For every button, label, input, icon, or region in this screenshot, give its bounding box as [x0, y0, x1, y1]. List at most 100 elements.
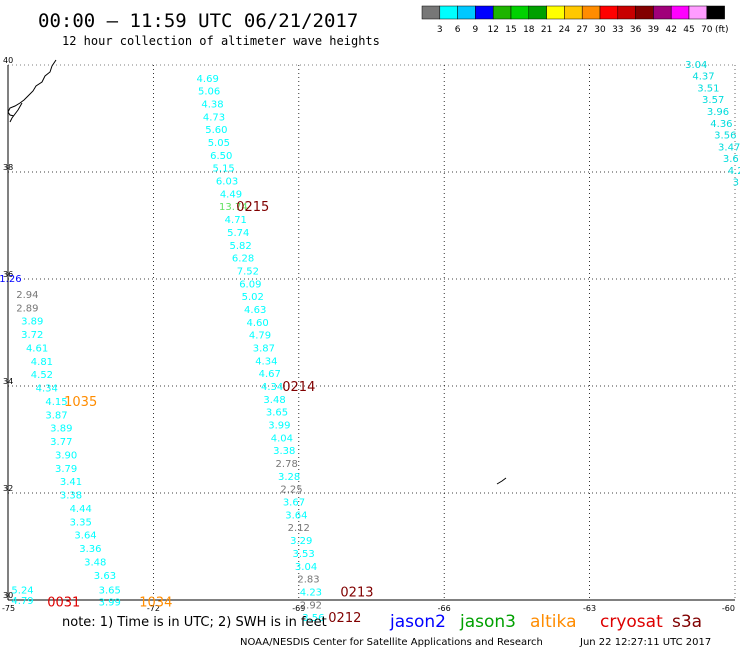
- colorbar-swatch: [457, 5, 476, 20]
- wave-height-value: 3.35: [70, 517, 92, 528]
- wave-height-value: 5.05: [208, 138, 230, 149]
- wave-height-value: 5.60: [205, 125, 227, 136]
- timestamp-text: Jun 22 12:27:11 UTC 2017: [579, 637, 711, 648]
- wave-height-value: 4.61: [26, 343, 48, 354]
- coastline: [7, 59, 507, 485]
- wave-height-value: 4.81: [31, 357, 53, 368]
- wave-height-value: 4.36: [710, 119, 732, 130]
- longitude-tick-label: -66: [438, 604, 451, 613]
- wave-height-value: 4.79: [11, 596, 33, 607]
- wave-height-value: 4.73: [203, 112, 225, 123]
- wave-height-value: 5.82: [230, 241, 252, 252]
- longitude-tick-label: -60: [722, 604, 735, 613]
- colorbar-label: 18: [523, 25, 535, 35]
- colorbar-label: 21: [541, 25, 552, 35]
- jason2-west-track: 5.244.79 3.65 3.99 3.63 3.48 3.36 3.64 3.35 4.44…: [11, 317, 121, 609]
- wave-height-value: 2.89: [16, 303, 38, 314]
- wave-height-value: 3.89: [50, 424, 72, 435]
- wave-height-value: 4.04: [271, 433, 293, 444]
- wave-height-value: 3.61: [723, 154, 740, 165]
- latitude-tick-label: 38: [3, 163, 13, 172]
- map-grid: [7, 64, 736, 601]
- colorbar-label: 24: [559, 25, 571, 35]
- wave-height-value: 5.24: [11, 585, 33, 596]
- satellite-legend: jason2 jason3 altika cryosat s3a: [389, 612, 702, 632]
- wave-height-value: 3.88: [733, 178, 740, 189]
- wave-height-value: 2.92: [300, 600, 322, 611]
- wave-height-value: 3.38: [60, 491, 82, 502]
- wave-height-value: 4.52: [31, 370, 53, 381]
- latitude-tick-label: 32: [3, 484, 13, 493]
- wave-height-value: 3.63: [94, 571, 116, 582]
- wave-height-value: 3.96: [707, 107, 729, 118]
- wave-height-value: 2.78: [276, 459, 298, 470]
- wave-height-value: 3.64: [74, 531, 96, 542]
- wave-height-value: 3.65: [266, 408, 288, 419]
- wave-height-value: 3.65: [99, 585, 121, 596]
- colorbar-swatch: [439, 5, 458, 20]
- wave-height-value: 3.67: [283, 498, 305, 509]
- wave-height-value: 3.57: [702, 95, 724, 106]
- satellite-legend-jason3: jason3: [459, 612, 516, 632]
- us-coastline: [7, 59, 57, 123]
- wave-height-value: 5.02: [242, 292, 264, 303]
- legend-note: note: 1) Time is in UTC; 2) SWH is in fe…: [62, 615, 327, 630]
- wave-height-value: 3.41: [60, 477, 82, 488]
- colorbar-label: 42: [665, 25, 676, 35]
- colorbar-swatch: [688, 5, 708, 20]
- colorbar: 3 6 9 12 15 18 21 24 27 30 33 36 39 42 45 70: [421, 5, 725, 35]
- wave-height-value: 3.99: [99, 598, 121, 609]
- wave-height-value: 4.67: [259, 369, 281, 380]
- colorbar-label: 30: [594, 25, 606, 35]
- satellite-legend-s3a: s3a: [672, 612, 702, 632]
- wave-height-value: 3.77: [50, 437, 72, 448]
- wave-height-value: 4.71: [225, 215, 247, 226]
- wave-height-value: 4.79: [249, 331, 271, 342]
- wave-height-value: 4.38: [201, 100, 223, 111]
- colorbar-swatch: [564, 5, 583, 20]
- wave-height-value: 3.99: [268, 421, 290, 432]
- wave-height-value: 3.87: [253, 343, 275, 354]
- wave-height-value: 4.23: [300, 587, 322, 598]
- center-track-green: 13.74: [219, 202, 248, 213]
- wave-height-value: 3.87: [45, 410, 67, 421]
- wave-height-value: 3.51: [697, 83, 719, 94]
- wave-height-value: 3.04: [685, 60, 707, 71]
- wave-height-value: 5.15: [213, 164, 235, 175]
- wave-height-value: 2.83: [297, 575, 319, 586]
- colorbar-label: 36: [630, 25, 642, 35]
- wave-height-value: 3.56: [714, 131, 736, 142]
- colorbar-label: 12: [487, 25, 498, 35]
- wave-height-value: 3.38: [273, 446, 295, 457]
- colorbar-label: 6: [455, 25, 461, 35]
- wave-height-value: 3.53: [293, 549, 315, 560]
- colorbar-label: 3: [437, 25, 443, 35]
- wave-height-value: 6.09: [239, 279, 261, 290]
- colorbar-swatch: [421, 5, 441, 20]
- center-track: 4.69 5.06 4.384.73 5.60 5.05 6.50 5.15 6.034.49…: [197, 74, 325, 624]
- latitude-tick-label: 36: [3, 270, 13, 279]
- wave-height-value: 4.15: [45, 397, 67, 408]
- wave-height-value: 6.50: [210, 151, 232, 162]
- wave-height-value: 3.48: [263, 395, 285, 406]
- colorbar-swatch: [581, 5, 601, 20]
- wave-height-value: 4.34: [36, 384, 58, 395]
- longitude-tick-label: -63: [583, 604, 596, 613]
- colorbar-label: 15: [505, 25, 516, 35]
- map-subtitle: 12 hour collection of altimeter wave hei…: [62, 34, 380, 48]
- wave-height-value: 3.29: [290, 536, 312, 547]
- wave-height-value: 2.94: [16, 290, 38, 301]
- wave-height-value: 4.60: [246, 318, 268, 329]
- colorbar-unit: (ft): [715, 25, 729, 35]
- satellite-legend-cryosat: cryosat: [600, 612, 663, 632]
- longitude-tick-label: -72: [147, 604, 160, 613]
- wave-height-value: 1.26: [0, 274, 22, 285]
- center-track-gray: 2.78 2.25 2.12 2.83 2.92: [276, 459, 322, 611]
- pass-time-label: 0212: [328, 611, 361, 626]
- colorbar-swatch: [492, 5, 512, 20]
- wave-height-value: 3.47: [718, 142, 740, 153]
- wave-height-value: 4.29: [728, 166, 740, 177]
- pass-time-label: 1034: [139, 596, 172, 611]
- colorbar-swatch: [617, 5, 636, 20]
- wave-height-value: 3.64: [285, 510, 307, 521]
